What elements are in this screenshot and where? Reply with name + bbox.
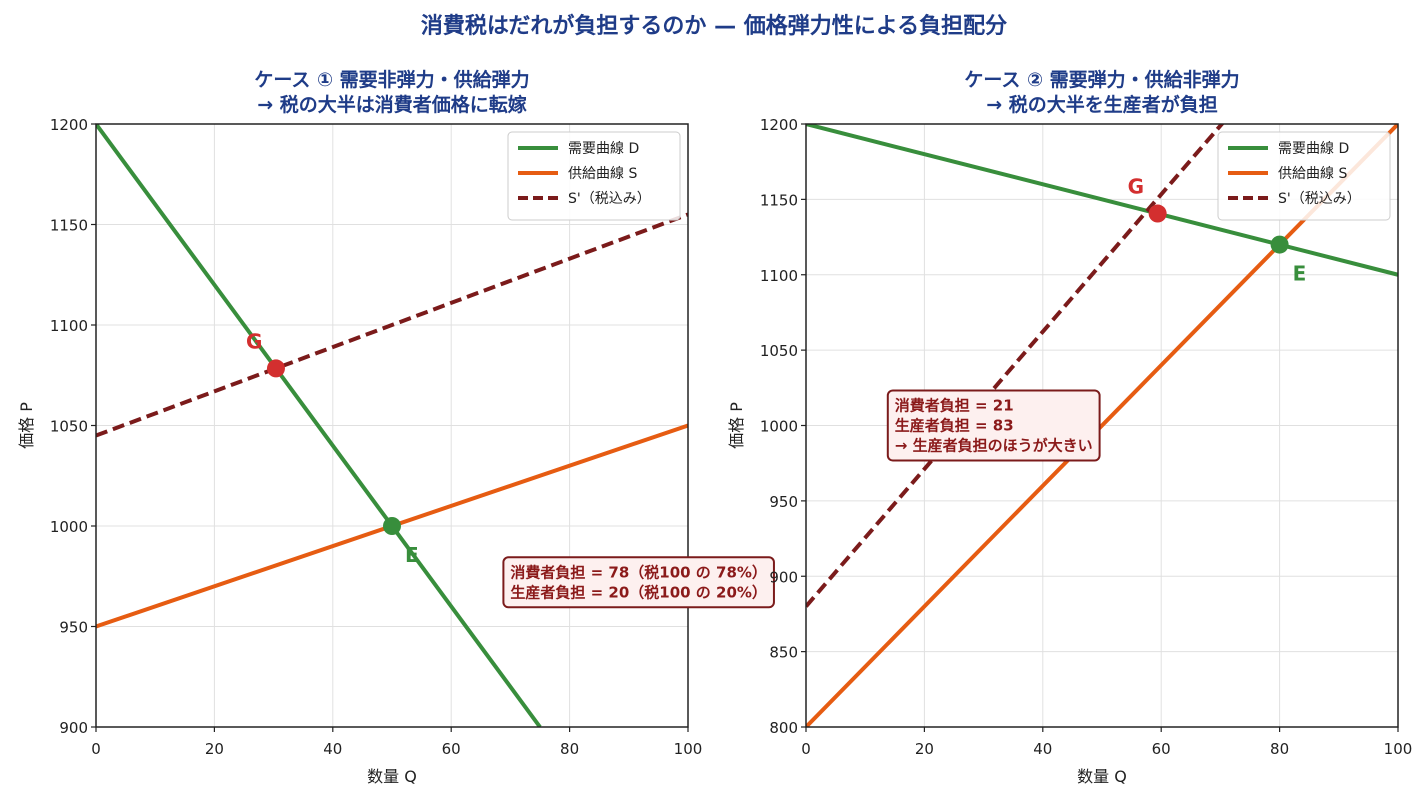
x-tick-label: 80 <box>1270 740 1289 758</box>
legend-label: 需要曲線 D <box>1278 141 1349 157</box>
chart-subtitle: → 税の大半を生産者が負担 <box>986 93 1218 116</box>
point-label: E <box>1293 262 1307 286</box>
x-tick-label: 80 <box>560 740 579 758</box>
series-group <box>806 124 1398 727</box>
annotation-line: 消費者負担 = 78（税100 の 78%） <box>510 563 767 581</box>
y-axis-label: 価格 P <box>17 402 36 449</box>
legend: 需要曲線 D 供給曲線 S S'（税込み） <box>1217 131 1391 221</box>
y-tick-label: 1200 <box>760 116 798 134</box>
x-tick-label: 40 <box>1033 740 1052 758</box>
series-line <box>806 124 1225 608</box>
point-g <box>1148 204 1167 223</box>
y-tick-label: 1150 <box>760 191 798 209</box>
y-tick-label: 1150 <box>50 217 88 235</box>
legend-label: S'（税込み） <box>1278 191 1361 207</box>
x-tick-label: 20 <box>915 740 934 758</box>
chart-title: ケース ① 需要非弾力・供給弾力 <box>254 68 529 91</box>
x-tick-label: 60 <box>442 740 461 758</box>
annotation-line: → 生産者負担のほうが大きい <box>895 437 1093 455</box>
x-tick-label: 60 <box>1152 740 1171 758</box>
point-label: G <box>246 329 262 353</box>
series-line <box>96 212 688 438</box>
legend-label: 需要曲線 D <box>568 141 639 157</box>
x-tick-label: 40 <box>323 740 342 758</box>
x-axis-label: 数量 Q <box>1077 767 1127 786</box>
point-g <box>266 359 285 378</box>
y-tick-label: 1100 <box>50 317 88 335</box>
y-tick-label: 1100 <box>760 267 798 285</box>
x-axis-label: 数量 Q <box>367 767 417 786</box>
y-tick-label: 1050 <box>760 342 798 360</box>
annotation: 消費者負担 = 78（税100 の 78%） 生産者負担 = 20（税100 の … <box>502 556 775 609</box>
x-tick-label: 100 <box>1384 740 1413 758</box>
x-tick-label: 20 <box>205 740 224 758</box>
legend-label: 供給曲線 S <box>1278 166 1347 182</box>
annotation-box <box>886 389 1101 462</box>
y-axis-label: 価格 P <box>727 402 746 449</box>
y-tick-label: 900 <box>59 719 88 737</box>
figure-suptitle: 消費税はだれが負担するのか — 価格弾力性による負担配分 <box>420 14 1008 39</box>
series-line <box>806 124 1398 277</box>
legend-label: 供給曲線 S <box>568 166 637 182</box>
legend: 需要曲線 D 供給曲線 S S'（税込み） <box>507 131 681 221</box>
annotation-line: 消費者負担 = 21 <box>895 397 1014 415</box>
x-tick-label: 100 <box>674 740 703 758</box>
y-tick-label: 1000 <box>760 418 798 436</box>
y-tick-label: 800 <box>769 719 798 737</box>
annotation-line: 生産者負担 = 83 <box>895 417 1014 435</box>
series-line <box>96 124 542 727</box>
y-tick-label: 1000 <box>50 518 88 536</box>
x-tick-label: 0 <box>91 740 101 758</box>
y-tick-label: 950 <box>769 493 798 511</box>
legend-label: S'（税込み） <box>568 191 651 207</box>
y-tick-label: 1200 <box>50 116 88 134</box>
point-label: G <box>1128 175 1144 199</box>
chart-title: ケース ② 需要弾力・供給非弾力 <box>964 68 1239 91</box>
annotation-box <box>502 556 775 609</box>
point-e <box>1270 235 1289 254</box>
point-label: E <box>405 543 419 567</box>
chart-subtitle: → 税の大半は消費者価格に転嫁 <box>257 93 527 116</box>
y-tick-label: 1050 <box>50 418 88 436</box>
annotation: 消費者負担 = 21 生産者負担 = 83 → 生産者負担のほうが大きい <box>886 389 1101 462</box>
y-tick-label: 850 <box>769 644 798 662</box>
x-tick-label: 0 <box>801 740 811 758</box>
y-tick-label: 900 <box>769 568 798 586</box>
series-line <box>806 124 1398 727</box>
chart-panel-1: ケース ① 需要非弾力・供給弾力→ 税の大半は消費者価格に転嫁 G E 0 20 40 60… <box>17 68 775 786</box>
point-e <box>383 517 401 535</box>
chart-panel-2: ケース ② 需要弾力・供給非弾力→ 税の大半を生産者が負担 G E 0 20 40 60 80… <box>727 68 1412 786</box>
y-tick-label: 950 <box>59 619 88 637</box>
annotation-line: 生産者負担 = 20（税100 の 20%） <box>510 583 767 601</box>
